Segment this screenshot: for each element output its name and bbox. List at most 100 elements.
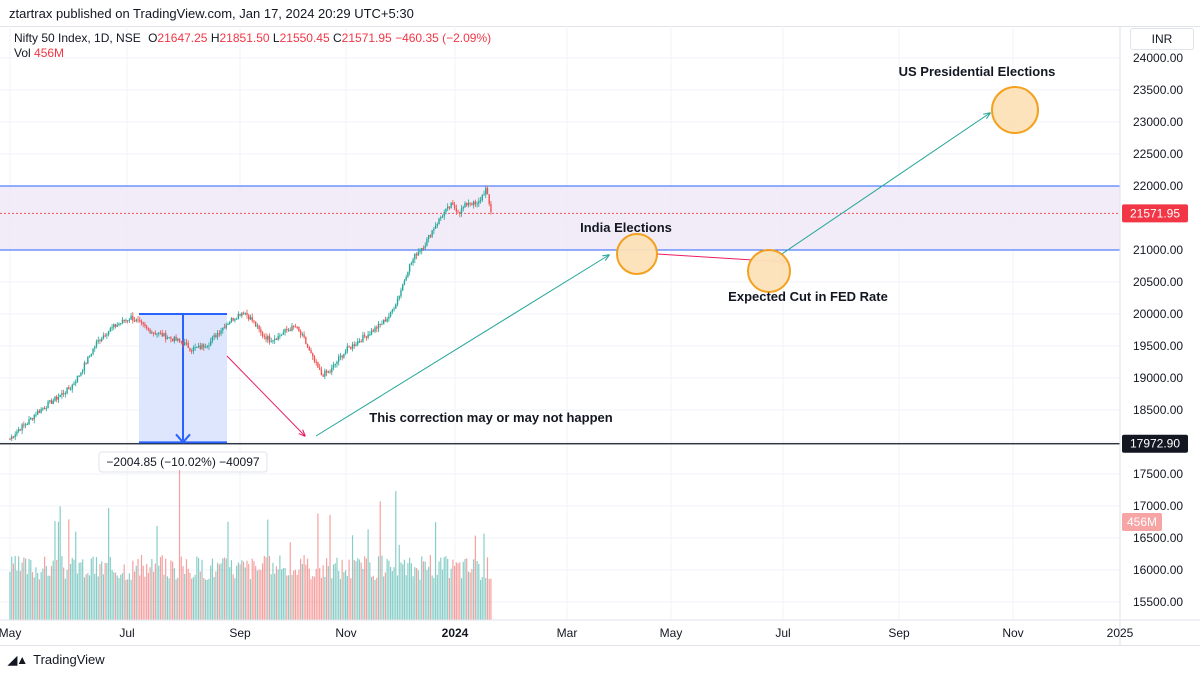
volume-bar [414,567,416,620]
volume-bar [291,574,293,620]
volume-bar [222,558,224,620]
volume-bar [353,560,355,620]
candle-body [455,208,458,212]
candle-body [102,335,105,339]
candle-body [201,344,203,349]
volume-bar [391,570,393,620]
candle-body [159,332,162,334]
volume-bar [85,574,87,620]
candle-body [47,401,49,409]
volume-bar [369,562,371,620]
price-axis[interactable]: 24000.00 23500.00 23000.00 22500.00 22000.00… [1119,26,1188,646]
candle-body [318,367,321,370]
candle-body [246,312,248,316]
volume-bar [443,557,445,620]
volume-bar [16,570,18,620]
volume-bar [473,559,475,620]
volume-bar [440,557,442,620]
volume-bar [310,579,312,620]
candle-body [30,418,32,420]
candle-body [436,224,439,226]
time-tick-label: Mar [557,626,578,640]
candle-body [362,335,364,342]
candle-body [263,335,266,337]
volume-bar [281,569,283,620]
volume-bar [69,564,72,620]
volume-bar [469,572,471,620]
volume-bar [139,575,141,620]
candle-body [121,319,124,324]
candle-body [156,333,158,335]
drawings[interactable]: US Presidential Elections India Elections… [226,64,1055,436]
volume-bar [255,566,257,620]
currency-button[interactable]: INR [1130,28,1194,50]
candle-body [303,334,305,338]
candle-body [377,323,380,329]
volume-bar [476,560,478,620]
low-label: L [272,31,280,45]
price-tick-label: 16500.00 [1133,531,1183,545]
volume-bar [37,573,39,620]
candle-body [441,216,444,218]
time-axis[interactable]: May Jul Sep Nov 2024 Mar May Jul Sep Nov 2025 [0,619,1200,640]
volume-bar [246,560,248,620]
volume-bar [71,557,73,620]
candle-body [422,248,425,250]
volume-bar [272,562,274,620]
candle-body [415,254,418,256]
candle-body [299,330,302,335]
volume-bar [234,578,236,620]
chart-frame[interactable] [0,26,1200,646]
volume-bar [393,567,395,620]
volume-bar [370,576,373,620]
candle-body [369,334,371,336]
candle-body [19,429,22,431]
candle-body [287,329,290,331]
candle-body [175,336,177,341]
volume-bar [127,579,129,620]
candle-body [100,338,103,342]
candle-body [476,203,478,205]
volume-bar [350,578,352,620]
time-tick-label: Sep [229,626,251,640]
volume-bar [478,563,480,620]
candle-body [50,400,53,404]
candle-body [81,370,84,373]
volume-bar [422,561,425,620]
candle-body [26,424,28,426]
candle-body [152,332,155,334]
candle-body [54,396,56,401]
candle-body [312,353,314,357]
volume-bar [133,571,136,620]
candle-body [149,329,151,334]
measure-label: −2004.85 (−10.02%) −40097 [106,455,259,469]
volume-bar [305,564,307,620]
candle-body [145,326,148,328]
measure-tool[interactable]: −2004.85 (−10.02%) −40097 [98,313,268,473]
footer-brand[interactable]: ◢▲ TradingView [8,652,105,667]
volume-bar [28,559,30,620]
volume-bar [49,575,51,620]
volume-bar [433,577,435,620]
candle-body [460,208,463,214]
volume-bar [338,570,340,620]
candle-body [417,251,419,256]
volume-bar [184,573,186,620]
candle-body [42,408,44,410]
candle-body [130,315,132,320]
candle-body [128,319,131,321]
volume-bar [429,555,431,620]
volume-bar [396,575,399,620]
candle-body [173,336,176,342]
time-tick-label: Nov [335,626,356,640]
volume-bar [260,569,262,620]
candle-body [388,316,390,319]
candle-body [196,347,198,349]
volume-bar [102,574,105,620]
volume-bar [253,561,255,620]
candle-body [57,397,60,400]
candle-body [40,409,42,413]
candle-body [251,317,253,321]
candle-body [306,343,309,348]
